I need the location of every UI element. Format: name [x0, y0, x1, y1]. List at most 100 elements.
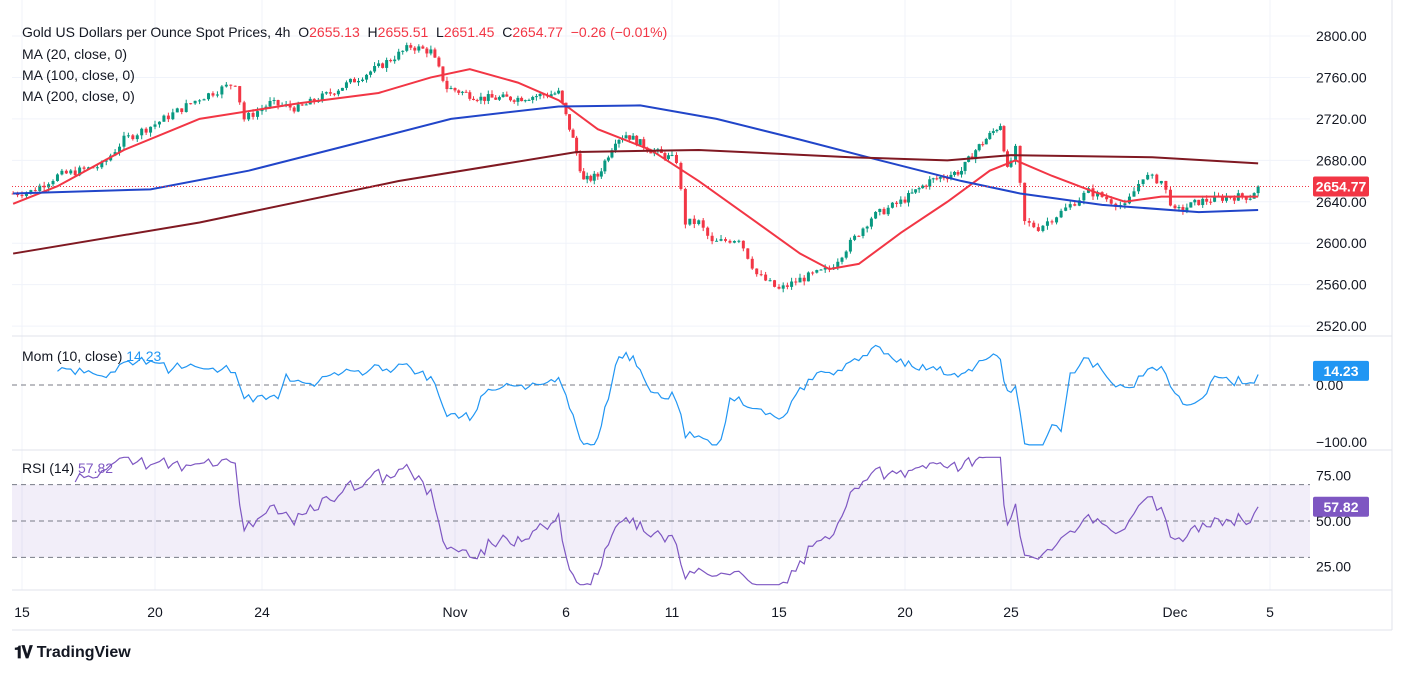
- candle: [60, 168, 64, 176]
- candle-body: [87, 167, 90, 169]
- candle: [606, 155, 610, 163]
- candle-body: [589, 175, 593, 181]
- momentum-line: [57, 344, 1259, 446]
- candle: [33, 187, 37, 192]
- candle-body: [1240, 193, 1244, 197]
- candle-body: [33, 190, 37, 192]
- candle: [1159, 180, 1163, 185]
- candle: [768, 278, 772, 282]
- candle-body: [78, 167, 82, 176]
- candle: [464, 89, 468, 93]
- time-axis-label: 6: [562, 604, 570, 620]
- candle-body: [268, 100, 272, 107]
- candle-body: [697, 220, 701, 225]
- candle-body: [869, 218, 873, 227]
- candle-body: [38, 185, 42, 192]
- candle-body: [144, 128, 148, 133]
- candle: [683, 187, 687, 229]
- change-value: −0.26 (−0.01%): [570, 24, 668, 40]
- candle-body: [344, 82, 348, 88]
- candle-body: [523, 100, 527, 102]
- candle-body: [755, 268, 759, 275]
- candle: [995, 128, 999, 133]
- rsi-value-badge-bg: [1313, 496, 1369, 517]
- rsi-legend[interactable]: RSI (14) 57.82: [22, 460, 113, 476]
- candle-body: [1155, 174, 1159, 184]
- candle-body: [688, 218, 692, 225]
- candle-body: [848, 239, 852, 252]
- candle: [585, 172, 589, 184]
- candle: [175, 107, 179, 113]
- candle-body: [750, 258, 754, 269]
- mom-legend[interactable]: Mom (10, close) 14.23: [22, 348, 161, 364]
- candle-body: [1189, 202, 1193, 208]
- time-axis-label: 5: [1266, 604, 1274, 620]
- candle: [715, 238, 719, 242]
- candle: [1236, 189, 1240, 201]
- candle-body: [100, 161, 104, 168]
- candle-body: [857, 235, 861, 237]
- candle: [899, 196, 903, 207]
- candle-body: [1127, 196, 1131, 204]
- mom-title: Mom (10, close): [22, 348, 123, 364]
- candle-body: [60, 170, 64, 175]
- ma100-legend[interactable]: MA (100, close, 0): [22, 67, 135, 83]
- candle: [300, 103, 304, 106]
- candle-body: [674, 154, 678, 164]
- candle-body: [1077, 200, 1081, 206]
- close-label: C: [502, 24, 513, 40]
- candle-body: [215, 94, 219, 96]
- candle: [413, 46, 417, 54]
- candle: [1132, 187, 1136, 197]
- tradingview-logo[interactable]: 𝟏𝐕 TradingView: [14, 643, 131, 663]
- candle: [69, 169, 73, 175]
- candle-body: [1105, 196, 1109, 200]
- candle-body: [988, 132, 992, 139]
- candle: [220, 85, 224, 99]
- candle: [844, 250, 848, 260]
- candle-body: [1209, 201, 1213, 203]
- candle-body: [131, 135, 135, 140]
- candle: [674, 152, 678, 165]
- candle-body: [1073, 204, 1077, 206]
- candle-body: [220, 86, 224, 95]
- candle-body: [737, 240, 741, 242]
- candle-body: [617, 139, 621, 144]
- candle-body: [575, 137, 579, 154]
- candle: [853, 234, 857, 242]
- candle: [126, 132, 130, 139]
- candle: [781, 282, 785, 293]
- candle: [759, 270, 763, 277]
- candle: [490, 90, 494, 98]
- candle-body: [531, 97, 535, 100]
- candle-body: [886, 207, 890, 215]
- candle-body: [844, 251, 848, 258]
- candle-body: [437, 57, 441, 67]
- candle: [162, 114, 166, 122]
- candle: [956, 169, 960, 177]
- candle: [755, 268, 759, 277]
- ma20-legend[interactable]: MA (20, close, 0): [22, 46, 128, 62]
- candle-body: [175, 108, 179, 113]
- candle-body: [1014, 145, 1018, 161]
- candle: [890, 202, 894, 209]
- candle: [153, 120, 157, 130]
- candle: [802, 275, 806, 286]
- candle: [1059, 208, 1063, 219]
- mom-value-badge-text: 14.23: [1323, 363, 1358, 379]
- candle: [421, 44, 425, 49]
- candle: [1055, 216, 1059, 225]
- candle-body: [564, 102, 568, 115]
- ma100-line: [13, 104, 1259, 214]
- candle-body: [251, 112, 255, 117]
- price-axis-label: 2560.00: [1316, 277, 1367, 293]
- candle: [352, 77, 356, 83]
- rsi-title: RSI (14): [22, 460, 75, 476]
- candle: [592, 170, 596, 185]
- candle-body: [945, 178, 949, 180]
- ma200-legend[interactable]: MA (200, close, 0): [22, 88, 135, 104]
- candle: [224, 82, 228, 88]
- candle: [732, 240, 736, 244]
- candle-body: [952, 171, 956, 175]
